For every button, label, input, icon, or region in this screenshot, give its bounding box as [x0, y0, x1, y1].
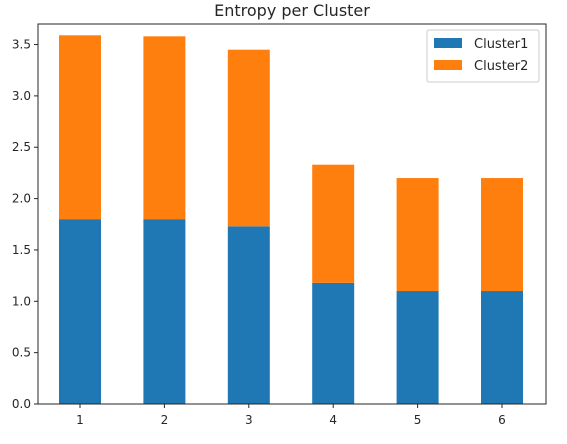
x-tick-label: 6 — [498, 413, 506, 427]
y-tick-label: 3.0 — [12, 89, 31, 103]
x-tick-label: 5 — [414, 413, 422, 427]
bar-cluster2-6 — [481, 178, 523, 292]
plot-frame — [37, 23, 547, 405]
y-axis: 0.0 0.5 1.0 1.5 2.0 2.5 3.0 3.5 — [12, 38, 38, 411]
y-tick-label: 1.0 — [12, 294, 31, 308]
y-tick-label: 1.5 — [12, 243, 31, 257]
bar-cluster2-4 — [312, 164, 355, 283]
bar-cluster2-3 — [227, 49, 270, 227]
bar-cluster1-2 — [143, 219, 186, 404]
bar-cluster1-5 — [396, 291, 439, 404]
y-tick-label: 3.5 — [12, 38, 31, 52]
bar-cluster2-5 — [396, 178, 439, 292]
bar-cluster1-4 — [312, 282, 355, 404]
bar-cluster2-1 — [59, 35, 101, 220]
legend-label-cluster1: Cluster1 — [474, 37, 528, 52]
x-tick-label: 1 — [76, 413, 84, 427]
bar-cluster1-1 — [59, 219, 101, 404]
legend-swatch-cluster1 — [434, 38, 462, 48]
x-tick-label: 3 — [245, 413, 253, 427]
bar-cluster1-6 — [481, 291, 523, 404]
y-tick-label: 2.0 — [12, 192, 31, 206]
y-tick-label: 2.5 — [12, 140, 31, 154]
x-tick-label: 2 — [161, 413, 169, 427]
bar-cluster2-2 — [143, 36, 186, 220]
legend-label-cluster2: Cluster2 — [474, 59, 528, 74]
chart-title: Entropy per Cluster — [214, 1, 370, 20]
bars-layer — [59, 35, 523, 404]
legend-swatch-cluster2 — [434, 60, 462, 70]
y-tick-label: 0.5 — [12, 346, 31, 360]
y-tick-label: 0.0 — [12, 397, 31, 411]
legend: Cluster1 Cluster2 — [426, 29, 540, 83]
bar-cluster1-3 — [227, 226, 270, 404]
x-tick-label: 4 — [329, 413, 337, 427]
x-axis: 1 2 3 4 5 6 — [76, 404, 506, 427]
